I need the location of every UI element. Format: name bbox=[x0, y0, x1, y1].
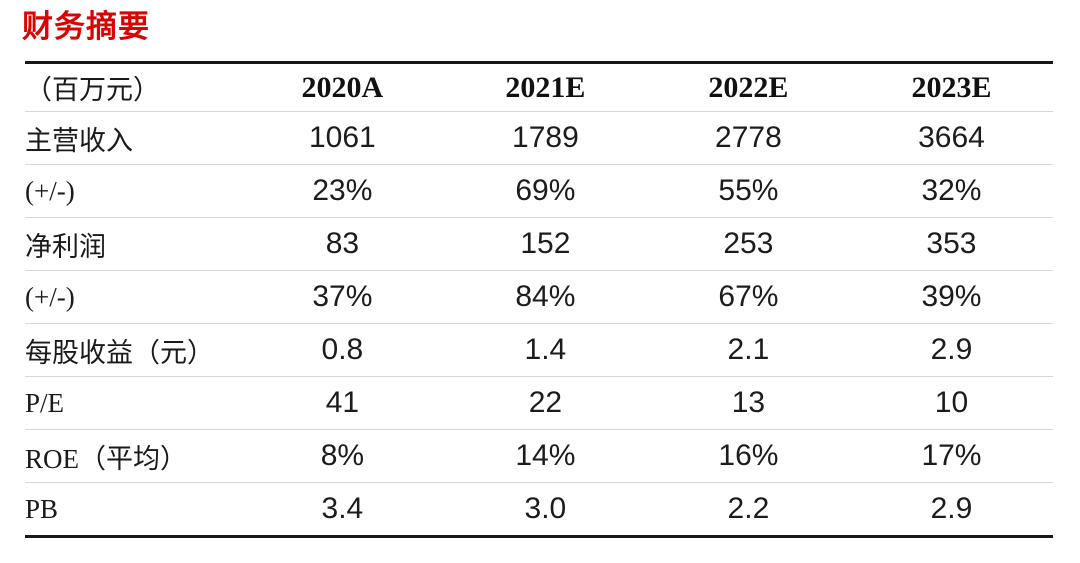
cell-value: 23% bbox=[240, 164, 444, 218]
cell-value: 32% bbox=[849, 164, 1053, 218]
year-column-header-2023e: 2023E bbox=[849, 62, 1053, 112]
row-label: 主营收入 bbox=[25, 111, 241, 165]
row-label: 净利润 bbox=[25, 217, 241, 271]
cell-value: 1061 bbox=[240, 111, 444, 165]
cell-value: 13 bbox=[646, 376, 850, 430]
cell-value: 41 bbox=[240, 376, 444, 430]
cell-value: 1.4 bbox=[443, 323, 647, 377]
row-label: ROE（平均） bbox=[25, 429, 241, 483]
cell-value: 69% bbox=[443, 164, 647, 218]
cell-value: 83 bbox=[240, 217, 444, 271]
table-header: （百万元） 2020A 2021E 2022E 2023E bbox=[25, 62, 1053, 112]
cell-value: 0.8 bbox=[240, 323, 444, 377]
unit-header: （百万元） bbox=[25, 62, 241, 112]
cell-value: 2.9 bbox=[930, 492, 973, 525]
cell-value: 17% bbox=[849, 429, 1053, 483]
cell-value: 8% bbox=[240, 429, 444, 483]
page-title: 财务摘要 bbox=[22, 9, 150, 44]
year-column-header-2020a: 2020A bbox=[240, 62, 444, 112]
cell-value: 2778 bbox=[646, 111, 850, 165]
row-label: (+/-) bbox=[25, 270, 241, 324]
cell-value: 2.2 bbox=[727, 492, 770, 525]
cell-value: 14% bbox=[443, 429, 647, 483]
row-label: 每股收益（元） bbox=[25, 323, 241, 377]
cell-value: 39% bbox=[849, 270, 1053, 324]
cell-value: 353 bbox=[849, 217, 1053, 271]
year-column-header-2021e: 2021E bbox=[443, 62, 647, 112]
financial-summary-page: 财务摘要 （百万元） 2020A 2021E 2022E 2023E 主营收入 … bbox=[0, 8, 1080, 563]
cell-value: 3.0 bbox=[524, 492, 567, 525]
cell-value: 2.1 bbox=[646, 323, 850, 377]
cell-value: 2.9 bbox=[849, 323, 1053, 377]
table-row-eps: 每股收益（元） 0.8 1.4 2.1 2.9 bbox=[25, 323, 1053, 377]
table-row-revenue: 主营收入 1061 1789 2778 3664 bbox=[25, 111, 1053, 165]
cell-value: 16% bbox=[646, 429, 850, 483]
cell-value: 10 bbox=[849, 376, 1053, 430]
row-label: (+/-) bbox=[25, 164, 241, 218]
table-row-net-profit: 净利润 83 152 253 353 bbox=[25, 217, 1053, 271]
cell-value: 152 bbox=[443, 217, 647, 271]
table-row-pe: P/E 41 22 13 10 bbox=[25, 376, 1053, 430]
table-row-revenue-growth: (+/-) 23% 69% 55% 32% bbox=[25, 164, 1053, 218]
table-body: 主营收入 1061 1789 2778 3664 (+/-) 23% 69% 5… bbox=[25, 111, 1053, 537]
cell-value: 22 bbox=[443, 376, 647, 430]
cell-value: 67% bbox=[646, 270, 850, 324]
table-row-roe: ROE（平均） 8% 14% 16% 17% bbox=[25, 429, 1053, 483]
table-row-net-profit-growth: (+/-) 37% 84% 67% 39% bbox=[25, 270, 1053, 324]
cell-value: 37% bbox=[240, 270, 444, 324]
cell-value: 253 bbox=[646, 217, 850, 271]
cell-value: 3.4 bbox=[321, 492, 364, 525]
row-label: P/E bbox=[25, 376, 241, 430]
financial-summary-table: （百万元） 2020A 2021E 2022E 2023E 主营收入 1061 … bbox=[25, 61, 1053, 538]
year-column-header-2022e: 2022E bbox=[646, 62, 850, 112]
table-row-pb: PB 3.4 3.0 2.2 2.9 bbox=[25, 483, 1053, 537]
cell-value: 55% bbox=[646, 164, 850, 218]
header-row: （百万元） 2020A 2021E 2022E 2023E bbox=[25, 62, 1053, 112]
cell-value: 84% bbox=[443, 270, 647, 324]
cell-value: 1789 bbox=[443, 111, 647, 165]
cell-value: 3664 bbox=[849, 111, 1053, 165]
row-label: PB bbox=[25, 493, 59, 524]
